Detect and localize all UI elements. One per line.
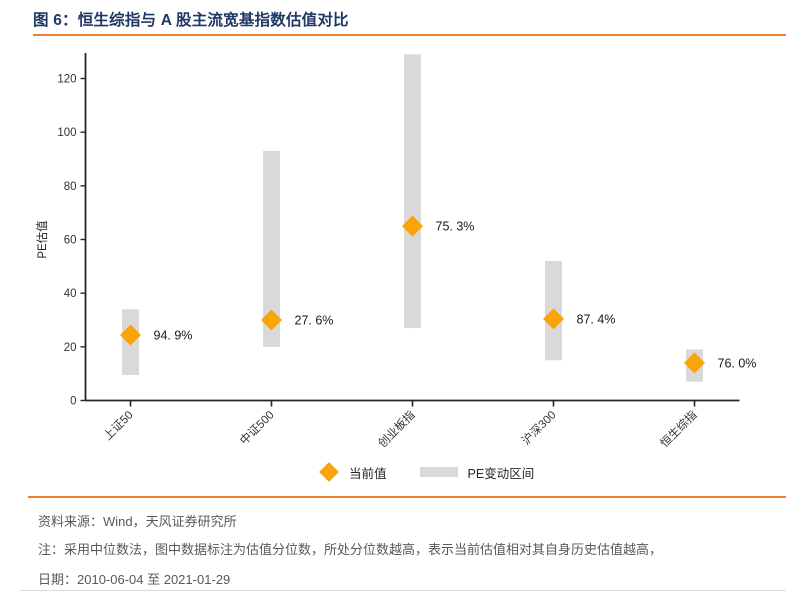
footer-divider xyxy=(28,496,786,498)
point-label-2: 75. 3% xyxy=(436,220,475,234)
category-label-2: 创业板指 xyxy=(375,408,417,450)
range-bar-1 xyxy=(263,150,280,347)
y-tick-label-0: 0 xyxy=(70,396,76,408)
point-label-3: 87. 4% xyxy=(577,312,616,326)
category-label-3: 沪深300 xyxy=(519,408,559,448)
point-label-4: 76. 0% xyxy=(718,356,757,370)
point-label-0: 94. 9% xyxy=(154,329,193,343)
note-text: 注：采用中位数法，图中数据标注为估值分位数，所处分位数越高，表示当前估值相对其自… xyxy=(38,542,663,557)
chart-legend: 当前值 PE变动区间 xyxy=(318,460,534,484)
category-label-4: 恒生综指 xyxy=(657,408,699,450)
y-tick-label-40: 40 xyxy=(64,288,77,300)
source-text: 资料来源：Wind，天风证券研究所 xyxy=(38,514,237,529)
current-value-marker-2 xyxy=(402,215,423,237)
y-tick-label-120: 120 xyxy=(57,74,76,86)
pe-range-bar-swatch xyxy=(419,467,458,477)
y-axis-title: PE估值 xyxy=(36,220,49,259)
current-value-diamond-icon xyxy=(319,462,339,482)
bottom-divider xyxy=(20,590,786,591)
legend-label-current: 当前值 xyxy=(349,466,387,481)
y-tick-label-60: 60 xyxy=(64,235,77,247)
y-tick-label-100: 100 xyxy=(57,127,76,139)
current-value-marker-4 xyxy=(684,352,705,374)
current-value-marker-0 xyxy=(120,324,141,346)
category-label-1: 中证500 xyxy=(238,408,277,447)
y-tick-label-20: 20 xyxy=(64,342,77,354)
legend-label-range: PE变动区间 xyxy=(467,466,535,481)
point-label-1: 27. 6% xyxy=(295,314,334,328)
current-value-marker-1 xyxy=(261,309,282,331)
range-bar-2 xyxy=(404,54,421,329)
figure-title: 图 6：恒生综指与 A 股主流宽基指数估值对比 xyxy=(33,12,349,29)
y-tick-label-80: 80 xyxy=(64,181,77,193)
title-divider xyxy=(33,34,786,36)
current-value-marker-3 xyxy=(543,308,564,330)
date-text: 日期：2010-06-04 至 2021-01-29 xyxy=(38,572,231,587)
category-label-0: 上证50 xyxy=(101,408,136,443)
